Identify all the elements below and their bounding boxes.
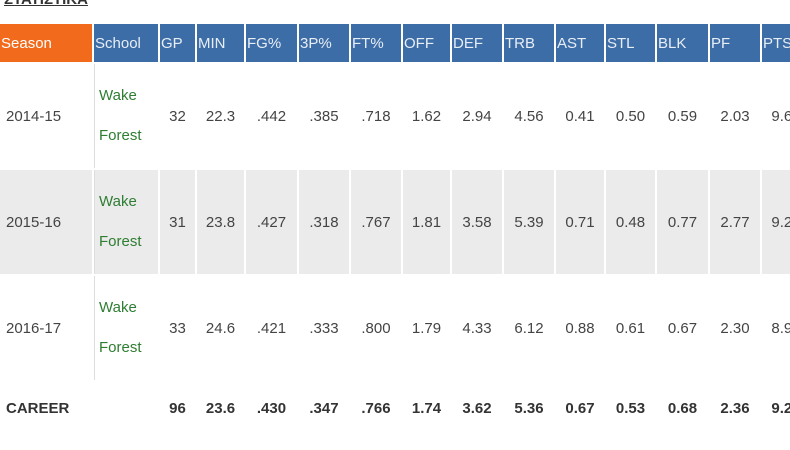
stat-cell: .800 — [361, 319, 391, 337]
stat-cell: 0.50 — [615, 107, 646, 125]
stats-table: Season School GP MIN FG% 3P% FT% OFF DEF TRB AST ST… — [0, 22, 790, 436]
stat-cell: .430 — [256, 399, 287, 417]
stat-cell: .347 — [309, 399, 339, 417]
stat-cell: 2.36 — [720, 399, 750, 417]
stat-cell: 4.33 — [462, 319, 492, 337]
header-cell: FT% — [351, 24, 401, 62]
stat-cell: 31 — [160, 170, 195, 274]
stat-cell: 0.61 — [615, 319, 646, 337]
stat-cell: 0.67 — [565, 399, 595, 417]
table-row: 2015-16 Wake Forest 31 23.8.427.318.767 1.81… — [0, 170, 790, 274]
stat-cell: 33 — [169, 319, 186, 337]
stat-cell: 96 — [169, 399, 186, 417]
header-cell: DEF — [452, 24, 502, 62]
header-cell: 3P% — [299, 24, 349, 62]
stat-cell: 1.79 — [411, 319, 442, 337]
stat-cell: 6.12 — [514, 319, 544, 337]
stat-cell: .442 — [256, 107, 287, 125]
stat-cell: 1.62 — [411, 107, 442, 125]
stat-cell: 3.58 — [452, 170, 502, 274]
stat-cell: 0.88 — [565, 319, 595, 337]
header-cell: PTS — [762, 24, 790, 62]
stat-cell: 0.77 — [657, 170, 708, 274]
stat-cell: 23.8 — [197, 170, 244, 274]
season-cell: 2016-17 — [6, 319, 62, 337]
header-cell: School — [94, 24, 158, 62]
header-cell: STL — [606, 24, 655, 62]
stat-cell: 23.6 — [205, 399, 236, 417]
stat-cell: 32 — [169, 107, 186, 125]
stat-cell: 0.48 — [606, 170, 655, 274]
header-cell: TRB — [504, 24, 554, 62]
school-cell: Wake Forest — [94, 276, 158, 380]
stat-cell: .718 — [361, 107, 391, 125]
header-row: Season School GP MIN FG% 3P% FT% OFF DEF TRB AST ST… — [0, 24, 790, 62]
stat-cell: 0.59 — [667, 107, 698, 125]
stat-cell: 5.39 — [504, 170, 554, 274]
stat-cell: 3.62 — [462, 399, 492, 417]
season-cell: CAREER — [6, 399, 70, 417]
stat-cell: 0.67 — [667, 319, 698, 337]
school-cell — [94, 382, 158, 434]
stat-cell: 0.53 — [615, 399, 646, 417]
stat-cell: 9.66 — [771, 107, 790, 125]
stat-cell: 0.68 — [667, 399, 698, 417]
stat-cell: 2.30 — [720, 319, 750, 337]
table-body: 2014-15 Wake Forest 32 22.3 .442 .385 .718 1.62… — [0, 64, 790, 434]
stat-cell: .767 — [351, 170, 401, 274]
stat-cell: .427 — [246, 170, 297, 274]
stat-cell: .333 — [309, 319, 339, 337]
stat-cell: 0.71 — [556, 170, 604, 274]
header-cell: Season — [0, 24, 92, 62]
stat-cell: 0.41 — [565, 107, 595, 125]
school-cell: Wake Forest — [94, 64, 158, 168]
stat-cell: .385 — [309, 107, 339, 125]
table-row: 2016-17 Wake Forest 33 24.6 .421 .333 .800 1.79… — [0, 276, 790, 380]
table-row: 2014-15 Wake Forest 32 22.3 .442 .385 .718 1.62… — [0, 64, 790, 168]
stat-cell: 2.94 — [462, 107, 492, 125]
header-cell: PF — [710, 24, 760, 62]
stat-cell: .318 — [299, 170, 349, 274]
header-cell: OFF — [403, 24, 450, 62]
stat-cell: 2.03 — [720, 107, 750, 125]
stat-cell: 8.94 — [771, 319, 790, 337]
season-cell: 2015-16 — [0, 170, 92, 274]
header-cell: FG% — [246, 24, 297, 62]
season-cell: 2014-15 — [6, 107, 62, 125]
stat-cell: .766 — [361, 399, 391, 417]
stat-cell: 4.56 — [514, 107, 544, 125]
career-row: CAREER 96 23.6 .430 .347 .766 1.74 3.62 5.36 0.67… — [0, 382, 790, 434]
stat-cell: 1.81 — [403, 170, 450, 274]
stat-cell: 24.6 — [205, 319, 236, 337]
header-cell: AST — [556, 24, 604, 62]
section-heading: ΣΤΑΤΙΣΤΙΚΑ — [4, 0, 88, 8]
header-cell: GP — [160, 24, 195, 62]
header-cell: BLK — [657, 24, 708, 62]
stat-cell: .421 — [256, 319, 287, 337]
stat-cell: 5.36 — [514, 399, 544, 417]
school-cell: Wake Forest — [94, 170, 158, 274]
stat-cell: 2.77 — [710, 170, 760, 274]
stat-cell: 22.3 — [205, 107, 236, 125]
stat-cell: 9.23 — [762, 170, 790, 274]
stat-cell: 9.27 — [771, 399, 790, 417]
header-cell: MIN — [197, 24, 244, 62]
stat-cell: 1.74 — [411, 399, 442, 417]
